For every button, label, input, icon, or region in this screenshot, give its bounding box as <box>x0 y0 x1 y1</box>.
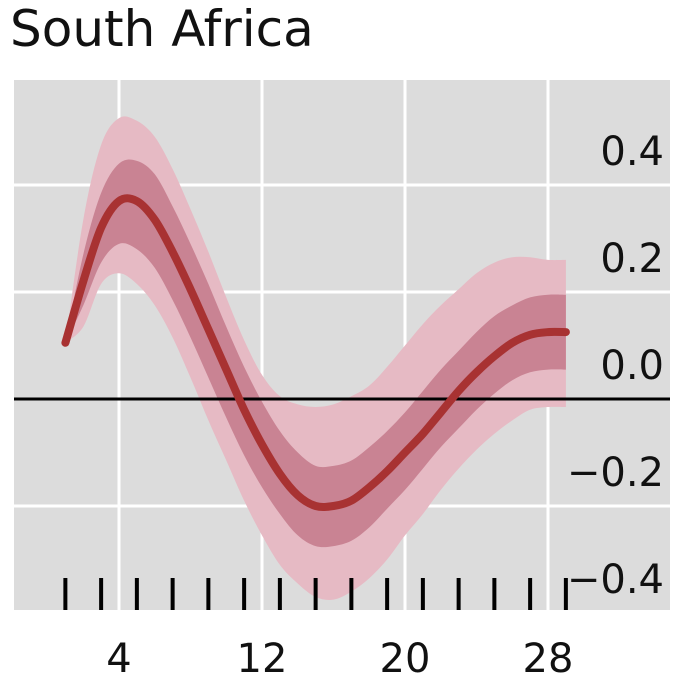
x-tick-label: 20 <box>380 636 431 682</box>
x-tick-label: 28 <box>523 636 574 682</box>
y-tick-label: −0.4 <box>567 557 664 603</box>
x-tick-label: 12 <box>237 636 288 682</box>
series-line <box>61 194 570 512</box>
y-tick-label: 0.0 <box>600 343 664 389</box>
x-axis-labels: 4 12 20 28 <box>106 636 573 682</box>
y-tick-label: −0.2 <box>567 450 664 496</box>
x-axis-ticks <box>63 578 568 610</box>
confidence-band-inner <box>65 159 566 548</box>
y-tick-label: 0.2 <box>600 236 664 282</box>
y-axis-labels: 0.4 0.2 0.0 −0.2 −0.4 <box>567 129 664 603</box>
confidence-band-outer <box>65 116 566 600</box>
y-tick-label: 0.4 <box>600 129 664 175</box>
x-tick-label: 4 <box>106 636 131 682</box>
chart-title: South Africa <box>10 0 314 58</box>
